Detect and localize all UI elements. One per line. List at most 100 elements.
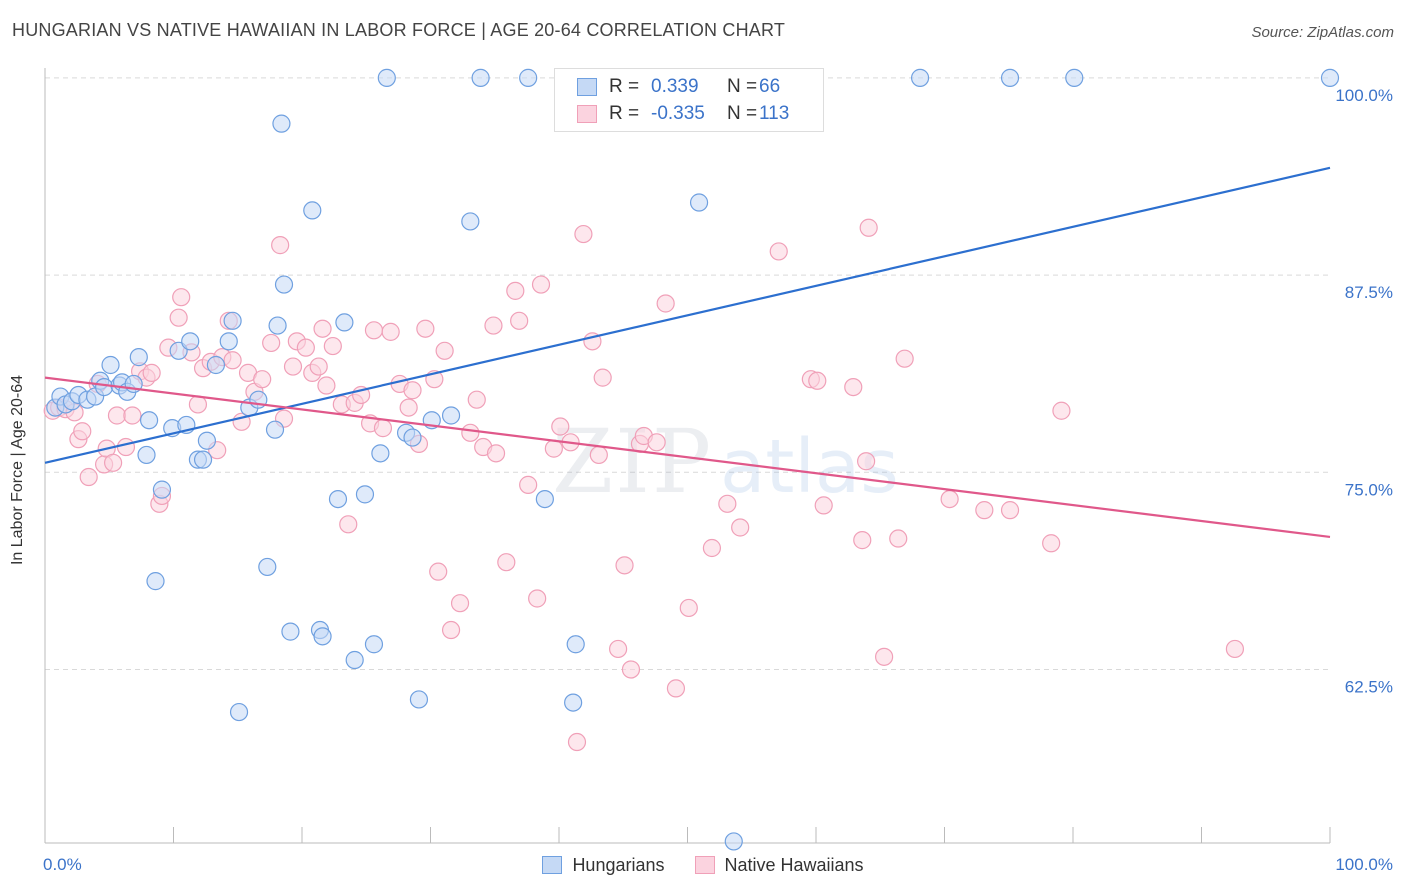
point-hungarians xyxy=(566,635,585,654)
point-native-hawaiians xyxy=(486,444,506,463)
stats-n-value: 66 xyxy=(759,76,781,97)
point-native-hawaiians xyxy=(313,319,332,338)
point-native-hawaiians xyxy=(339,515,358,534)
point-native-hawaiians xyxy=(875,647,894,666)
point-hungarians xyxy=(274,275,294,294)
point-native-hawaiians xyxy=(223,351,242,370)
point-native-hawaiians xyxy=(567,732,587,752)
point-native-hawaiians xyxy=(142,363,161,382)
point-hungarians xyxy=(355,485,375,504)
y-tick-label: 75.0% xyxy=(1345,480,1393,499)
legend-item-hungarians[interactable]: Hungarians xyxy=(542,855,665,876)
axes xyxy=(44,68,1331,844)
point-hungarians xyxy=(461,212,480,231)
grid-lines xyxy=(45,77,1330,670)
point-hungarians xyxy=(206,355,226,375)
point-native-hawaiians xyxy=(1225,639,1245,659)
point-hungarians xyxy=(303,201,322,220)
stats-n-label: N = xyxy=(727,103,758,124)
series-native-hawaiians-points xyxy=(43,218,1245,752)
point-native-hawaiians xyxy=(647,433,666,452)
point-hungarians xyxy=(377,68,396,87)
point-native-hawaiians xyxy=(859,218,878,237)
point-native-hawaiians xyxy=(769,242,788,261)
point-native-hawaiians xyxy=(253,370,272,389)
point-native-hawaiians xyxy=(104,453,123,472)
stats-row-native-hawaiians: R = -0.335 N = 113 xyxy=(577,101,789,127)
stats-row-hungarians: R = 0.339 N = 66 xyxy=(577,74,780,100)
point-native-hawaiians xyxy=(79,467,98,487)
stats-r-value: -0.335 xyxy=(651,103,705,124)
point-native-hawaiians xyxy=(510,311,529,330)
legend-swatch-hungarians xyxy=(542,856,563,874)
y-tick-label: 87.5% xyxy=(1345,283,1393,302)
point-native-hawaiians xyxy=(73,422,92,441)
point-native-hawaiians xyxy=(403,381,422,400)
point-native-hawaiians xyxy=(718,494,737,513)
chart-title: HUNGARIAN VS NATIVE HAWAIIAN IN LABOR FO… xyxy=(12,20,786,40)
point-native-hawaiians xyxy=(656,294,675,313)
legend-item-native-hawaiians[interactable]: Native Hawaiians xyxy=(694,854,864,876)
point-native-hawaiians xyxy=(528,589,547,608)
point-native-hawaiians xyxy=(399,398,418,417)
point-native-hawaiians xyxy=(666,679,686,698)
x-tick-label: 0.0% xyxy=(43,855,82,874)
point-native-hawaiians xyxy=(940,489,959,509)
point-native-hawaiians xyxy=(429,562,448,581)
point-hungarians xyxy=(1000,68,1020,87)
point-hungarians xyxy=(564,693,583,712)
point-hungarians xyxy=(181,332,200,351)
stats-n-label: N = xyxy=(727,76,758,97)
point-hungarians xyxy=(441,406,461,425)
point-native-hawaiians xyxy=(808,371,827,390)
stats-n-value: 113 xyxy=(759,103,790,124)
point-native-hawaiians xyxy=(857,452,876,471)
point-hungarians xyxy=(328,489,348,509)
point-native-hawaiians xyxy=(544,439,563,458)
point-native-hawaiians xyxy=(271,236,290,255)
point-hungarians xyxy=(471,68,490,87)
trend-line-native-hawaiians xyxy=(44,376,1331,539)
point-hungarians xyxy=(724,832,743,851)
point-hungarians xyxy=(258,557,277,577)
point-native-hawaiians xyxy=(679,598,698,618)
tick-labels: 62.5% 75.0% 87.5% 100.0% 0.0% 100.0% xyxy=(43,86,1393,874)
point-hungarians xyxy=(265,420,285,439)
point-native-hawaiians xyxy=(323,336,342,356)
point-hungarians xyxy=(139,411,159,430)
point-native-hawaiians xyxy=(574,224,593,244)
point-hungarians xyxy=(535,489,554,509)
legend-swatch-native-hawaiians xyxy=(694,856,715,874)
point-native-hawaiians xyxy=(296,338,315,357)
point-native-hawaiians xyxy=(615,556,634,575)
point-native-hawaiians xyxy=(702,538,722,558)
point-hungarians xyxy=(519,68,538,87)
point-hungarians xyxy=(146,572,165,591)
point-hungarians xyxy=(313,627,332,646)
point-native-hawaiians xyxy=(123,406,142,425)
y-tick-label: 100.0% xyxy=(1335,86,1393,105)
point-native-hawaiians xyxy=(441,620,461,640)
point-hungarians xyxy=(137,445,156,465)
point-native-hawaiians xyxy=(497,553,516,572)
point-hungarians xyxy=(129,348,148,367)
watermark-zip: ZIP xyxy=(552,410,713,513)
point-native-hawaiians xyxy=(484,316,503,335)
y-tick-label: 62.5% xyxy=(1345,677,1393,696)
stats-swatch-hungarians xyxy=(577,78,597,96)
point-native-hawaiians xyxy=(895,349,914,368)
point-native-hawaiians xyxy=(1042,534,1061,553)
point-native-hawaiians xyxy=(814,496,833,515)
point-hungarians xyxy=(197,431,217,450)
point-hungarians xyxy=(101,355,120,375)
point-native-hawaiians xyxy=(519,475,538,494)
point-native-hawaiians xyxy=(467,390,486,409)
legend-label-native-hawaiians: Native Hawaiians xyxy=(724,854,864,875)
stats-r-value: 0.339 xyxy=(651,76,699,97)
point-native-hawaiians xyxy=(1000,501,1020,520)
point-native-hawaiians xyxy=(435,341,454,360)
trend-line-hungarians xyxy=(44,166,1331,464)
point-hungarians xyxy=(95,377,114,397)
x-tick-label: 100.0% xyxy=(1335,855,1393,874)
